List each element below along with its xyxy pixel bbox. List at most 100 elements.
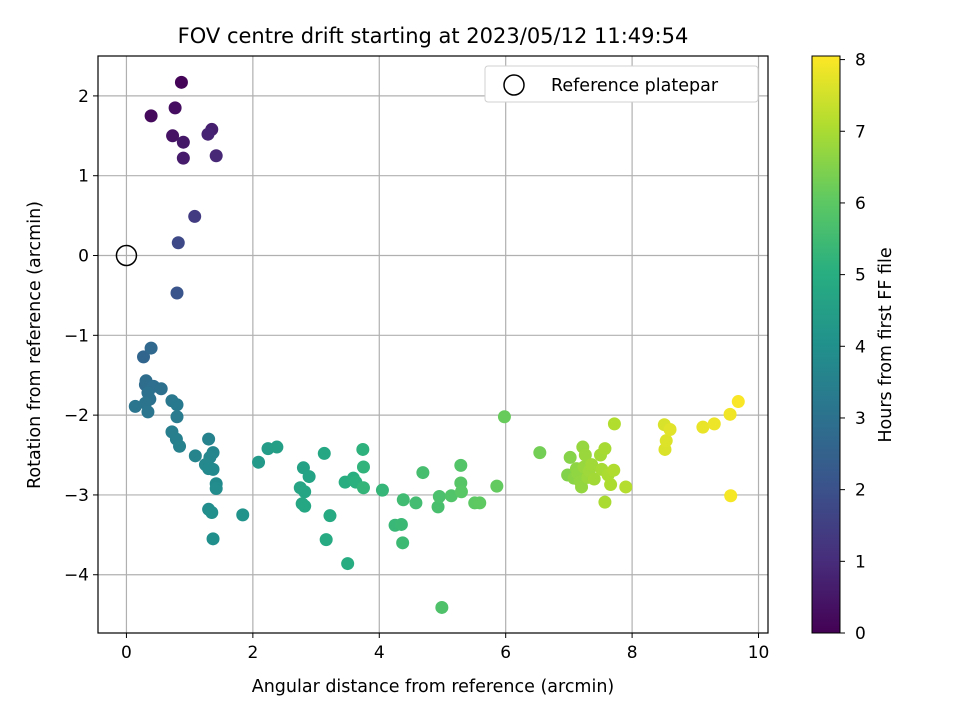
data-point	[176, 135, 190, 149]
data-point	[128, 399, 142, 413]
x-axis-label: Angular distance from reference (arcmin)	[252, 677, 615, 697]
data-point	[607, 463, 621, 477]
data-point	[205, 505, 219, 519]
data-point	[144, 341, 158, 355]
data-point	[141, 405, 155, 419]
data-point	[168, 101, 182, 115]
data-point	[137, 350, 151, 364]
data-point	[206, 462, 220, 476]
data-point	[598, 495, 612, 509]
data-point	[188, 449, 202, 463]
colorbar-label: Hours from first FF file	[876, 247, 896, 442]
y-tick-label: −2	[64, 406, 89, 426]
legend-reference-label: Reference platepar	[551, 76, 719, 96]
data-point	[252, 455, 266, 469]
y-axis: −4 −3 −2 −1 0 1 2	[64, 87, 98, 586]
data-point	[416, 466, 430, 480]
x-tick-label: 6	[500, 643, 511, 663]
x-tick-label: 4	[374, 643, 385, 663]
data-point	[394, 517, 408, 531]
data-point	[356, 460, 370, 474]
data-point	[696, 420, 710, 434]
data-point	[587, 472, 601, 486]
legend-reference-marker-icon	[503, 74, 525, 96]
colorbar-tick-label: 0	[855, 624, 866, 644]
data-point	[724, 489, 738, 503]
data-point	[317, 446, 331, 460]
reference-marker	[115, 244, 138, 267]
data-point	[659, 434, 673, 448]
scatter-points	[128, 75, 745, 614]
colorbar-tick-label: 4	[855, 337, 866, 357]
data-point	[409, 496, 423, 510]
data-point	[270, 440, 284, 454]
data-point	[444, 489, 458, 503]
data-point	[209, 149, 223, 163]
plot-frame	[97, 55, 769, 634]
data-point	[356, 481, 370, 495]
y-tick-label: 2	[78, 87, 89, 107]
data-point	[176, 151, 190, 165]
data-point	[323, 509, 337, 523]
colorbar-tick-label: 7	[855, 122, 866, 142]
data-point	[731, 395, 745, 409]
data-point	[619, 480, 633, 494]
data-point	[302, 470, 316, 484]
data-point	[663, 422, 677, 436]
colorbar-tick-label: 6	[855, 194, 866, 214]
data-point	[209, 482, 223, 496]
colorbar-tick-label: 1	[855, 552, 866, 572]
y-tick-label: −4	[64, 566, 89, 586]
data-point	[723, 407, 737, 421]
data-point	[188, 209, 202, 223]
colorbar: 0 1 2 3 4 5 6 7 8 Hours from first FF file	[811, 51, 896, 644]
y-tick-label: −1	[64, 326, 89, 346]
data-point	[173, 439, 187, 453]
data-point	[144, 109, 158, 123]
x-tick-label: 2	[247, 643, 258, 663]
data-point	[454, 485, 468, 499]
reference-marker-group	[115, 244, 138, 267]
data-point	[607, 417, 621, 431]
data-point	[166, 129, 180, 143]
x-axis: 0 2 4 6 8 10	[121, 633, 769, 663]
data-point	[170, 398, 184, 412]
legend: Reference platepar	[484, 65, 759, 103]
data-point	[585, 458, 599, 472]
data-point	[431, 500, 445, 514]
colorbar-tick-label: 5	[855, 266, 866, 286]
data-point	[432, 490, 446, 504]
colorbar-tick-label: 8	[855, 51, 866, 71]
y-tick-label: −3	[64, 486, 89, 506]
chart-title: FOV centre drift starting at 2023/05/12 …	[178, 24, 689, 48]
data-point	[497, 410, 511, 424]
data-point	[298, 485, 312, 499]
data-point	[533, 446, 547, 460]
data-point	[356, 442, 370, 456]
data-point	[236, 508, 250, 522]
data-point	[578, 448, 592, 462]
data-point	[563, 450, 577, 464]
x-tick-label: 0	[121, 643, 132, 663]
data-point	[170, 286, 184, 300]
data-point	[575, 480, 589, 494]
data-point	[707, 417, 721, 431]
data-point	[319, 533, 333, 547]
data-point	[174, 75, 188, 89]
colorbar-gradient	[811, 55, 841, 634]
data-point	[341, 557, 355, 571]
y-axis-label: Rotation from reference (arcmin)	[25, 201, 45, 489]
data-point	[396, 536, 410, 550]
data-point	[396, 493, 410, 507]
x-tick-label: 10	[748, 643, 770, 663]
data-point	[375, 483, 389, 497]
data-point	[490, 479, 504, 493]
colorbar-ticks: 0 1 2 3 4 5 6 7 8	[840, 51, 866, 644]
data-point	[298, 499, 312, 513]
data-point	[201, 127, 215, 141]
x-tick-label: 8	[627, 643, 638, 663]
grid	[98, 56, 768, 633]
data-point	[171, 236, 185, 250]
data-point	[598, 442, 612, 456]
